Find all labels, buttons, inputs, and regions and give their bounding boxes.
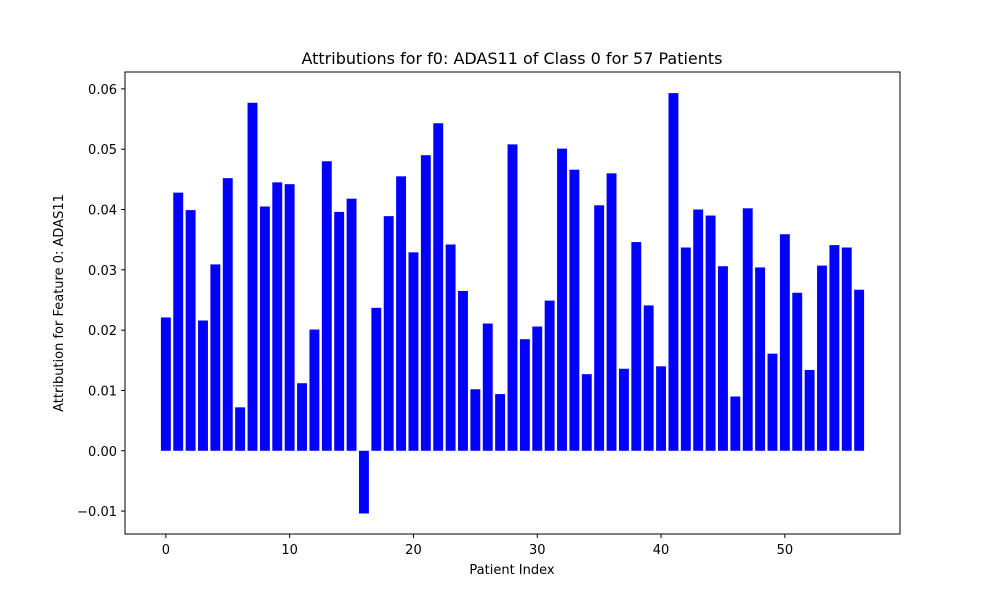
bar-patient-7: [247, 102, 258, 451]
bar-patient-40: [656, 366, 667, 451]
x-tick-label: 40: [653, 543, 670, 558]
x-tick-label: 20: [405, 543, 422, 558]
bar-patient-26: [482, 323, 493, 451]
bar-patient-50: [779, 234, 790, 451]
bar-patient-54: [829, 245, 840, 451]
bar-patient-8: [259, 206, 270, 451]
bar-patient-51: [792, 292, 803, 451]
y-tick-label: 0.04: [88, 204, 117, 219]
bar-patient-20: [408, 252, 419, 451]
bar-patient-18: [383, 216, 394, 451]
y-axis-ticks: −0.01 0.00 0.01 0.02 0.03 0.04 0.05 0.06: [77, 83, 125, 520]
bar-patient-30: [532, 326, 543, 451]
y-tick-label: 0.06: [88, 83, 117, 98]
bar-patient-29: [519, 339, 530, 451]
bar-patient-55: [841, 247, 852, 451]
bar-patient-32: [557, 148, 567, 451]
x-tick-label: 50: [777, 543, 794, 558]
bar-patient-37: [618, 368, 629, 451]
bar-patient-49: [767, 353, 778, 451]
bar-patient-52: [804, 369, 815, 451]
bar-patient-53: [817, 265, 827, 451]
plot-area-frame: [124, 71, 901, 535]
x-tick-label: 30: [529, 543, 546, 558]
bar-patient-12: [309, 329, 320, 451]
bar-patient-13: [321, 161, 332, 451]
x-axis-ticks: 0 10 20 30 40 50: [162, 534, 793, 558]
bar-patient-4: [210, 264, 221, 451]
bar-patient-56: [854, 289, 865, 451]
bar-patient-27: [495, 394, 506, 451]
bar-patient-17: [371, 307, 382, 451]
bar-patient-15: [346, 198, 357, 451]
bar-patient-24: [458, 290, 468, 451]
y-axis-label: Attribution for Feature 0: ADAS11: [52, 194, 67, 412]
y-tick-label: −0.01: [77, 505, 117, 520]
bar-patient-46: [730, 396, 741, 451]
bar-patient-34: [581, 374, 592, 451]
y-tick-label: 0.00: [88, 445, 117, 460]
bar-patient-10: [284, 184, 295, 451]
bar-patient-25: [470, 389, 481, 451]
y-tick-label: 0.05: [88, 143, 117, 158]
bar-patient-35: [594, 205, 605, 451]
bar-patient-28: [507, 144, 518, 451]
bars-group: [160, 93, 865, 514]
x-tick-label: 10: [281, 543, 298, 558]
bar-patient-6: [235, 407, 246, 451]
bar-patient-23: [445, 244, 456, 451]
bar-patient-22: [433, 123, 444, 451]
bar-patient-21: [420, 155, 431, 451]
bar-patient-48: [755, 267, 766, 451]
bar-patient-41: [668, 93, 679, 451]
bar-patient-33: [569, 169, 580, 451]
bar-patient-0: [160, 317, 171, 451]
bar-patient-42: [680, 247, 691, 451]
bar-patient-43: [693, 209, 704, 451]
bar-patient-39: [643, 305, 654, 451]
y-tick-label: 0.03: [88, 264, 117, 279]
x-axis-label: Patient Index: [469, 563, 554, 578]
bar-patient-14: [334, 211, 345, 451]
x-tick-label: 0: [162, 543, 170, 558]
bar-patient-36: [606, 173, 617, 451]
bar-patient-38: [631, 242, 642, 451]
y-tick-label: 0.01: [88, 384, 117, 399]
bar-patient-31: [544, 300, 555, 451]
bar-patient-16: [358, 450, 369, 514]
bar-patient-1: [173, 192, 184, 451]
y-tick-label: 0.02: [88, 324, 117, 339]
bar-patient-2: [185, 210, 196, 451]
bar-patient-19: [396, 176, 407, 451]
bar-patient-3: [198, 320, 208, 451]
bar-patient-11: [297, 383, 307, 451]
bar-patient-47: [742, 208, 753, 451]
bar-patient-45: [718, 266, 728, 451]
bar-patient-9: [272, 182, 283, 451]
chart-title: Attributions for f0: ADAS11 of Class 0 f…: [301, 49, 722, 68]
bar-patient-44: [705, 215, 716, 451]
bar-patient-5: [222, 178, 233, 451]
